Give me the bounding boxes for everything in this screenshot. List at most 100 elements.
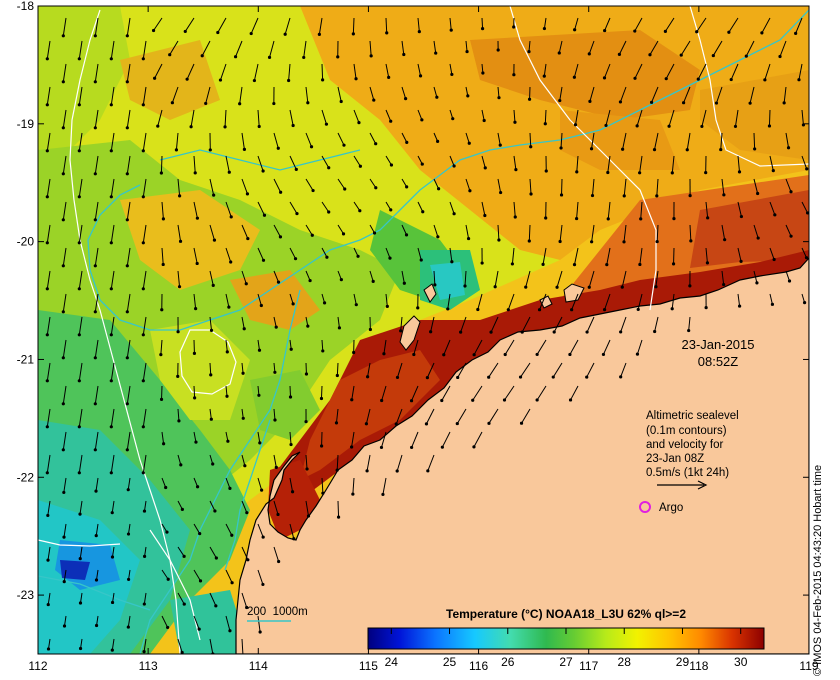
velocity-vector <box>126 293 131 312</box>
velocity-vector-head <box>46 647 51 651</box>
velocity-vector <box>110 178 115 197</box>
velocity-vector <box>46 132 51 151</box>
velocity-vector-head <box>622 194 626 198</box>
velocity-vector-head <box>141 471 145 475</box>
velocity-vector <box>353 109 360 123</box>
velocity-vector <box>257 477 263 491</box>
velocity-vector <box>186 63 195 80</box>
velocity-vector <box>95 477 99 492</box>
velocity-vector-head <box>61 172 65 176</box>
velocity-vector-head <box>125 448 129 452</box>
velocity-vector <box>126 17 131 36</box>
velocity-vector <box>623 178 627 196</box>
velocity-vector-head <box>166 625 170 630</box>
velocity-vector <box>449 155 455 167</box>
velocity-vector <box>795 17 803 34</box>
velocity-vector <box>619 86 627 103</box>
velocity-vector <box>449 247 453 262</box>
velocity-vector <box>504 385 515 401</box>
velocity-vector <box>142 178 147 197</box>
velocity-vector <box>559 224 563 242</box>
velocity-vector <box>636 109 643 127</box>
velocity-vector-head <box>61 34 65 38</box>
velocity-vector-head <box>619 375 623 379</box>
velocity-vector-head <box>420 162 424 166</box>
velocity-vector-head <box>568 398 573 402</box>
velocity-vector <box>397 362 403 378</box>
velocity-vector <box>154 63 163 79</box>
velocity-vector-head <box>519 421 524 425</box>
altimetry-line-5: 0.5m/s (1kt 24h) <box>646 467 729 479</box>
velocity-vector <box>225 201 232 218</box>
velocity-vector <box>289 247 296 259</box>
velocity-vector <box>417 247 422 261</box>
velocity-vector <box>257 615 261 633</box>
velocity-vector <box>257 431 261 443</box>
velocity-vector-head <box>209 417 213 421</box>
velocity-vector-head <box>168 53 172 57</box>
velocity-vector-head <box>161 262 165 267</box>
velocity-vector <box>235 40 243 57</box>
velocity-vector-head <box>395 469 399 473</box>
velocity-vector-head <box>180 507 184 511</box>
velocity-vector <box>576 201 579 219</box>
velocity-vector <box>47 546 51 561</box>
velocity-vector-head <box>358 164 362 168</box>
velocity-vector <box>111 500 115 513</box>
velocity-vector <box>46 362 51 381</box>
velocity-vector <box>126 385 131 404</box>
velocity-vector-head <box>62 580 66 584</box>
velocity-vector <box>686 132 691 150</box>
velocity-vector-head <box>311 188 315 193</box>
velocity-vector-head <box>166 577 170 581</box>
velocity-vector <box>126 431 131 450</box>
velocity-vector-head <box>506 308 510 312</box>
velocity-vector-head <box>125 402 129 406</box>
velocity-vector-head <box>510 262 514 266</box>
velocity-vector-head <box>706 216 710 220</box>
velocity-vector <box>48 638 51 650</box>
velocity-vector <box>456 408 467 424</box>
velocity-vector-head <box>737 304 742 308</box>
velocity-vector-head <box>306 101 310 105</box>
velocity-vector <box>721 270 725 285</box>
velocity-vector-head <box>126 625 130 629</box>
velocity-vector <box>701 109 707 127</box>
velocity-vector <box>169 40 179 55</box>
velocity-vector <box>604 17 611 31</box>
velocity-vector-head <box>778 54 782 59</box>
velocity-vector <box>433 270 436 285</box>
velocity-vector <box>78 362 83 381</box>
velocity-vector-head <box>452 212 456 216</box>
velocity-vector <box>783 86 787 103</box>
velocity-vector <box>321 63 324 80</box>
velocity-vector-head <box>421 210 425 214</box>
velocity-vector <box>737 293 741 307</box>
velocity-vector-head <box>440 398 444 403</box>
velocity-vector <box>401 270 405 284</box>
velocity-vector <box>620 362 627 378</box>
velocity-vector-head <box>382 352 386 356</box>
velocity-vector <box>801 247 807 258</box>
velocity-vector-head <box>324 122 329 126</box>
isobath-legend: 200 1000m <box>247 606 308 622</box>
velocity-vector <box>257 523 264 538</box>
colorbar-tick-label: 24 <box>385 655 399 669</box>
velocity-vector <box>497 178 502 193</box>
velocity-vector <box>634 17 643 32</box>
velocity-vector-head <box>214 604 218 608</box>
velocity-vector <box>696 17 707 33</box>
velocity-vector <box>257 293 262 306</box>
velocity-vector <box>110 40 115 59</box>
velocity-vector <box>367 362 371 377</box>
velocity-vector-head <box>343 187 347 191</box>
velocity-vector <box>779 40 787 57</box>
velocity-vector <box>241 362 244 374</box>
velocity-vector-head <box>198 579 203 583</box>
velocity-vector-head <box>748 101 752 105</box>
velocity-vector <box>94 247 99 266</box>
velocity-vector-head <box>141 241 145 245</box>
velocity-vector-head <box>648 53 652 57</box>
velocity-vector-head <box>670 171 674 175</box>
lon-label: 115 <box>359 659 378 673</box>
